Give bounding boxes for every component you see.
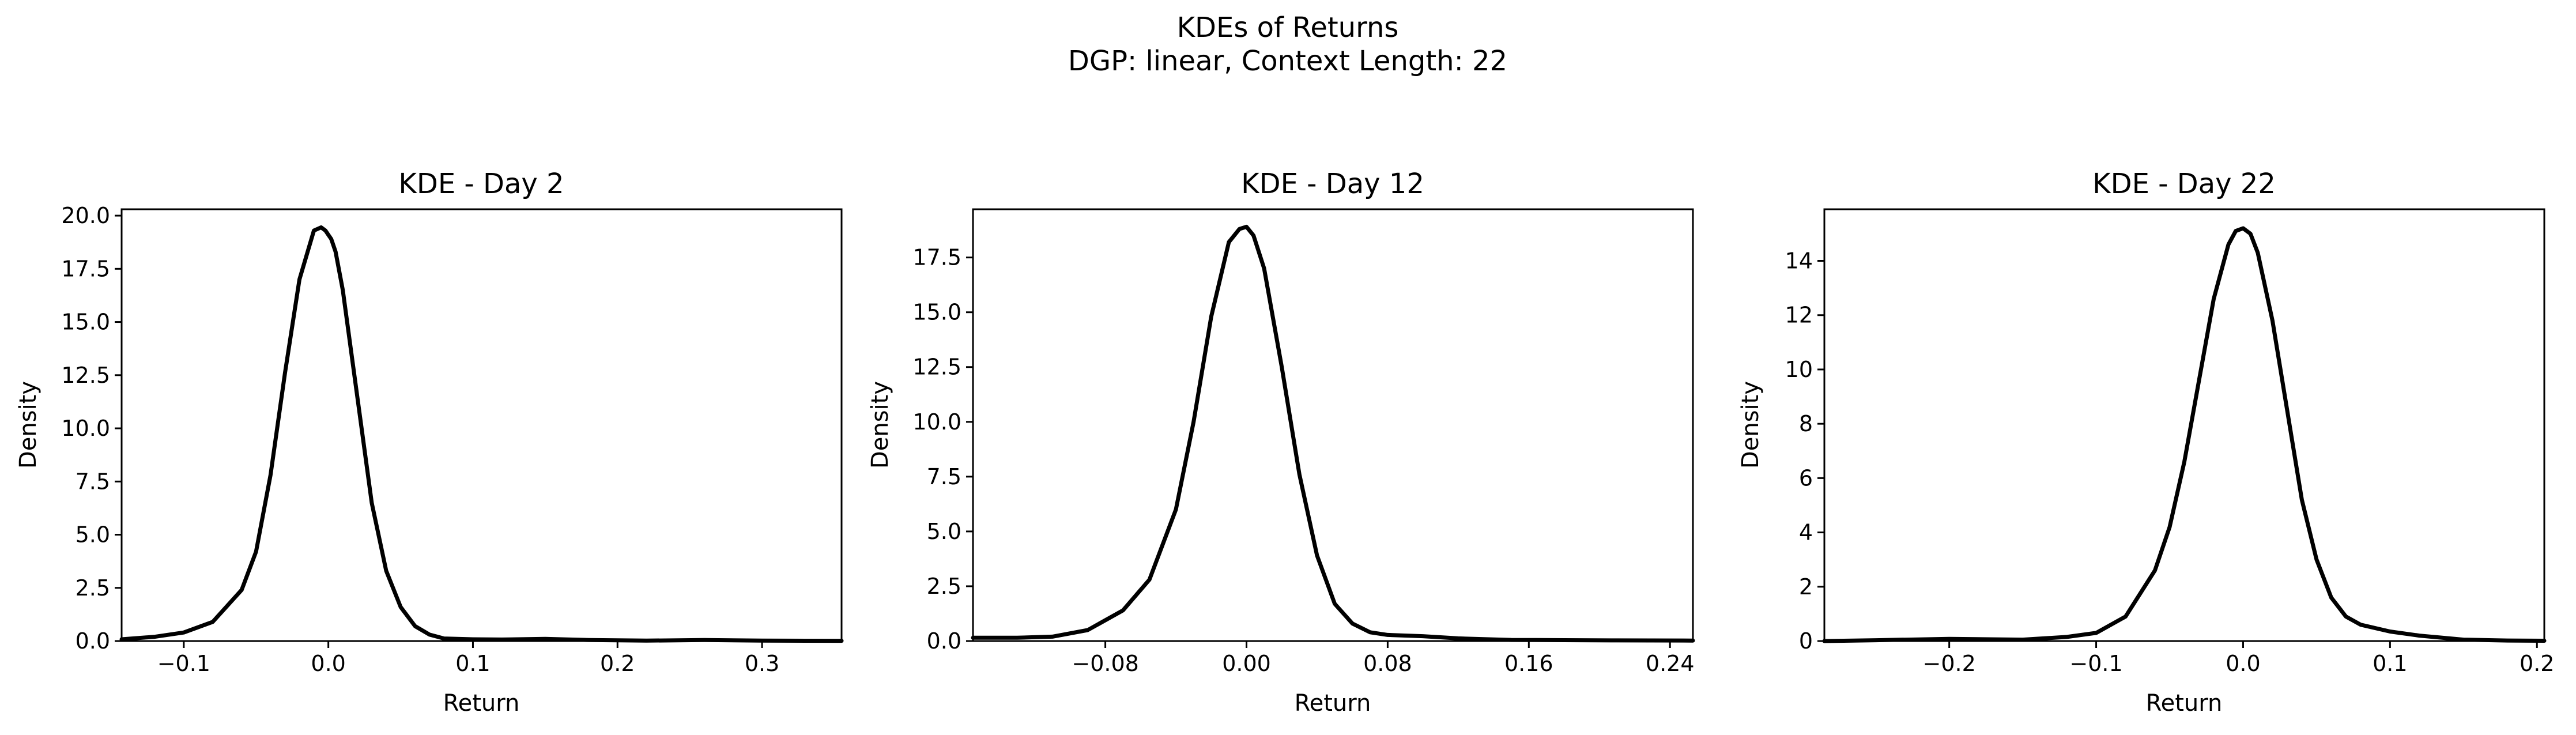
x-tick-label: 0.08 — [1363, 651, 1412, 676]
x-tick-label: 0.3 — [745, 651, 779, 676]
y-tick-label: 14 — [1785, 248, 1813, 274]
figure-subtitle-line2: DGP: linear, Context Length: 22 — [1068, 45, 1507, 77]
y-tick-label: 7.5 — [76, 469, 110, 494]
y-tick-label: 10 — [1785, 357, 1813, 382]
y-axis-label: Density — [867, 381, 893, 469]
kde-line — [119, 225, 844, 643]
figure-title-line1: KDEs of Returns — [1177, 12, 1399, 44]
axis-ticks: −0.2 −0.1 0.0 0.1 0.2 0 2 4 6 8 10 12 14 — [1785, 248, 2555, 676]
y-tick-label: 7.5 — [927, 464, 961, 489]
y-tick-label: 2.5 — [76, 575, 110, 601]
x-tick-label: 0.2 — [2520, 651, 2554, 676]
x-tick-label: 0.0 — [2226, 651, 2260, 676]
x-tick-label: −0.1 — [157, 651, 210, 676]
x-tick-label: 0.1 — [2373, 651, 2407, 676]
subplot-day-22: KDE - Day 22 −0.2 −0.1 0.0 0.1 0.2 0 2 4 6 8 10 12 1… — [1737, 168, 2554, 717]
y-tick-label: 8 — [1799, 411, 1813, 436]
x-axis-label: Return — [443, 690, 520, 717]
y-tick-label: 0 — [1799, 628, 1813, 654]
y-axis-label: Density — [15, 381, 42, 469]
subplot-day-12: KDE - Day 12 −0.08 0.00 0.08 0.16 0.24 0.0 2.5… — [867, 168, 1695, 717]
y-tick-label: 0.0 — [76, 628, 110, 654]
x-tick-label: 0.16 — [1504, 651, 1553, 676]
kde-line — [971, 224, 1695, 643]
x-tick-label: 0.00 — [1222, 651, 1271, 676]
x-tick-label: 0.0 — [311, 651, 345, 676]
y-tick-label: 12.5 — [61, 363, 110, 388]
y-tick-label: 10.0 — [61, 416, 110, 441]
y-tick-label: 15.0 — [912, 300, 961, 325]
x-axis-label: Return — [1295, 690, 1371, 717]
y-tick-label: 5.0 — [927, 519, 961, 544]
y-tick-label: 12.5 — [912, 355, 961, 380]
x-tick-label: −0.1 — [2069, 651, 2122, 676]
y-tick-label: 15.0 — [61, 310, 110, 335]
y-axis-label: Density — [1737, 381, 1764, 469]
axis-ticks: −0.08 0.00 0.08 0.16 0.24 0.0 2.5 5.0 7.5 10.0 12.… — [912, 245, 1694, 676]
y-tick-label: 17.5 — [912, 245, 961, 270]
kde-curve — [119, 225, 844, 643]
x-tick-label: −0.2 — [1923, 651, 1976, 676]
x-axis-label: Return — [2146, 690, 2223, 717]
y-tick-label: 12 — [1785, 303, 1813, 328]
subplot-day-2: KDE - Day 2 −0.1 0.0 0.1 0.2 0.3 0.0 2.5 5.0 7.5… — [15, 168, 844, 717]
plot-frame — [1823, 208, 2545, 642]
y-tick-label: 6 — [1799, 465, 1813, 491]
axis-ticks: −0.1 0.0 0.1 0.2 0.3 0.0 2.5 5.0 7.5 10.0 12.5 15.0… — [61, 203, 779, 676]
subplot-title: KDE - Day 12 — [1241, 168, 1424, 200]
kde-curve — [1822, 226, 2547, 643]
plot-frame — [972, 208, 1694, 642]
kde-line — [1822, 226, 2547, 643]
y-tick-label: 5.0 — [76, 522, 110, 548]
x-tick-label: 0.1 — [455, 651, 490, 676]
x-tick-label: 0.2 — [600, 651, 635, 676]
y-tick-label: 17.5 — [61, 256, 110, 281]
y-tick-label: 2 — [1799, 574, 1813, 600]
y-tick-label: 4 — [1799, 520, 1813, 545]
x-tick-label: −0.08 — [1072, 651, 1138, 676]
y-tick-label: 0.0 — [927, 628, 961, 654]
x-tick-label: 0.24 — [1646, 651, 1695, 676]
y-tick-label: 2.5 — [927, 574, 961, 599]
kde-curve — [971, 224, 1695, 643]
plot-frame — [120, 208, 843, 642]
subplot-title: KDE - Day 2 — [398, 168, 564, 200]
y-tick-label: 20.0 — [61, 203, 110, 228]
y-tick-label: 10.0 — [912, 409, 961, 435]
subplot-title: KDE - Day 22 — [2092, 168, 2276, 200]
